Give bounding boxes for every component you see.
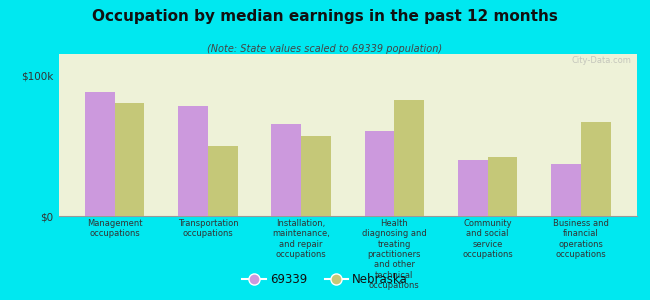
Bar [271,124,301,216]
Text: Occupation by median earnings in the past 12 months: Occupation by median earnings in the pas… [92,9,558,24]
Bar [551,164,581,216]
Bar [301,136,331,216]
Bar [488,157,517,216]
Bar [581,122,611,216]
Bar [365,131,395,216]
Text: (Note: State values scaled to 69339 population): (Note: State values scaled to 69339 popu… [207,44,443,53]
Legend: 69339, Nebraska: 69339, Nebraska [238,269,412,291]
Bar [395,100,424,216]
Bar [114,103,144,216]
Text: City-Data.com: City-Data.com [571,56,631,64]
Bar [178,106,208,216]
Bar [208,146,238,216]
Bar [458,160,488,216]
Bar [84,92,114,216]
